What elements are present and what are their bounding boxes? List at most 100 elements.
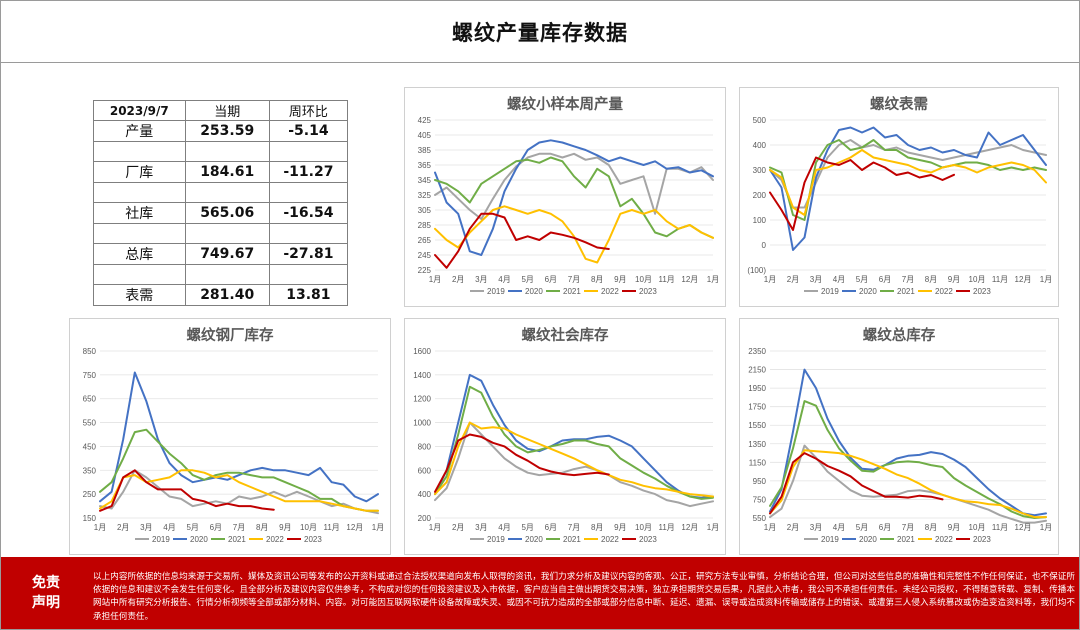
chart-svg: 螺纹总库存 2350 2150 1950 1750 1550 1350 1150 950 750 5… [748,326,1052,544]
y-tick-label: 1950 [748,384,766,393]
summary-col-current: 当期 [184,100,270,121]
x-tick-label: 11月 [659,523,675,532]
y-tick-label: 850 [83,347,97,356]
chart-mill-inventory: 螺纹钢厂库存 850 750 650 550 450 350 250 150 1月 2月 3月 4月 5月… [69,318,391,555]
series-line-2023 [99,469,275,512]
y-tick-label: 1750 [748,403,766,412]
y-tick-label: 1200 [413,395,431,404]
x-tick-label: 3月 [810,523,822,532]
y-tick-label: 550 [753,514,767,523]
x-tick-label: 8月 [256,523,268,532]
y-tick-label: 1350 [748,440,766,449]
chart-social-inventory: 螺纹社会库存 1600 1400 1200 1000 800 600 400 200 1月 2月 3月… [404,318,726,555]
x-tick-label: 7月 [902,523,914,532]
x-tick-label: 11月 [992,523,1008,532]
y-tick-label: (100) [747,266,766,275]
legend-label: 2021 [897,535,915,544]
summary-header-row: 2023/9/7 当期 周环比 [93,100,349,121]
y-tick-label: 400 [753,141,767,150]
y-tick-label: 265 [418,236,432,245]
x-tick-label: 8月 [925,275,937,284]
x-tick-label: 9月 [614,523,626,532]
y-tick-label: 2150 [748,366,766,375]
x-tick-label: 2月 [787,523,799,532]
summary-row: 总库 749.67 -27.81 [93,243,349,265]
summary-row: 表需 281.40 13.81 [93,284,349,306]
y-tick-label: 1400 [413,371,431,380]
x-tick-label: 6月 [545,275,557,284]
x-tick-label: 4月 [833,275,845,284]
x-tick-label: 11月 [659,275,675,284]
y-tick-label: 100 [753,216,767,225]
y-tick-label: 405 [418,131,432,140]
legend-label: 2023 [304,535,322,544]
x-tick-label: 10月 [969,523,986,532]
disclaimer-label-line2: 声明 [32,595,60,611]
x-tick-label: 11月 [324,523,340,532]
x-tick-label: 2月 [452,523,464,532]
x-tick-label: 4月 [498,275,510,284]
legend-label: 2020 [859,535,877,544]
y-tick-label: 0 [762,241,767,250]
legend-label: 2021 [563,535,581,544]
row-current: 749.67 [184,243,270,265]
x-tick-label: 9月 [948,523,960,532]
series-line-2019 [434,421,714,508]
row-label: 社库 [93,202,186,224]
legend-label: 2019 [821,535,839,544]
y-tick-label: 300 [753,166,767,175]
chart-production: 螺纹小样本周产量 425 405 385 365 345 325 305 285 265 245 22… [404,87,726,307]
y-tick-label: 245 [418,251,432,260]
x-tick-label: 5月 [521,275,533,284]
y-tick-label: 500 [753,116,767,125]
x-tick-label: 1月 [707,523,719,532]
x-tick-label: 7月 [568,275,580,284]
legend-label: 2019 [487,535,505,544]
y-tick-label: 450 [83,442,97,451]
y-tick-label: 150 [83,514,97,523]
x-tick-label: 3月 [810,275,822,284]
series-line-2022 [434,205,714,264]
y-tick-label: 550 [83,419,97,428]
x-tick-label: 5月 [521,523,533,532]
chart-title: 螺纹总库存 [863,326,936,344]
y-tick-label: 285 [418,221,432,230]
x-tick-label: 12月 [681,275,698,284]
series-line-2021 [769,139,1047,221]
x-tick-label: 10月 [635,275,652,284]
x-tick-label: 10月 [635,523,652,532]
x-tick-label: 3月 [475,275,487,284]
y-tick-label: 250 [83,490,97,499]
legend-label: 2020 [525,287,543,296]
y-tick-label: 1150 [749,458,767,467]
series-line-2022 [769,149,1047,216]
x-tick-label: 10月 [969,275,986,284]
summary-table: 2023/9/7 当期 周环比 产量 253.59 -5.14 厂库 184.6… [93,100,349,306]
summary-row: 产量 253.59 -5.14 [93,120,349,142]
y-tick-label: 345 [418,176,432,185]
chart-title: 螺纹社会库存 [522,326,609,344]
y-tick-label: 365 [418,161,432,170]
row-current: 281.40 [184,284,270,306]
y-tick-label: 200 [753,191,767,200]
x-tick-label: 1月 [764,275,776,284]
x-tick-label: 9月 [279,523,291,532]
summary-row: 社库 565.06 -16.54 [93,202,349,224]
row-label: 产量 [93,120,186,142]
x-tick-label: 3月 [140,523,152,532]
legend-label: 2020 [859,287,877,296]
x-tick-label: 12月 [346,523,363,532]
x-tick-label: 3月 [475,523,487,532]
series-line-2021 [434,385,714,500]
x-tick-label: 5月 [856,523,868,532]
series-line-2020 [99,371,379,503]
x-tick-label: 4月 [163,523,175,532]
series-line-2023 [434,212,610,269]
legend-label: 2021 [563,287,581,296]
x-tick-label: 1月 [429,523,441,532]
legend-label: 2023 [973,535,991,544]
legend-label: 2023 [639,535,657,544]
legend-label: 2022 [266,535,284,544]
x-tick-label: 7月 [233,523,245,532]
